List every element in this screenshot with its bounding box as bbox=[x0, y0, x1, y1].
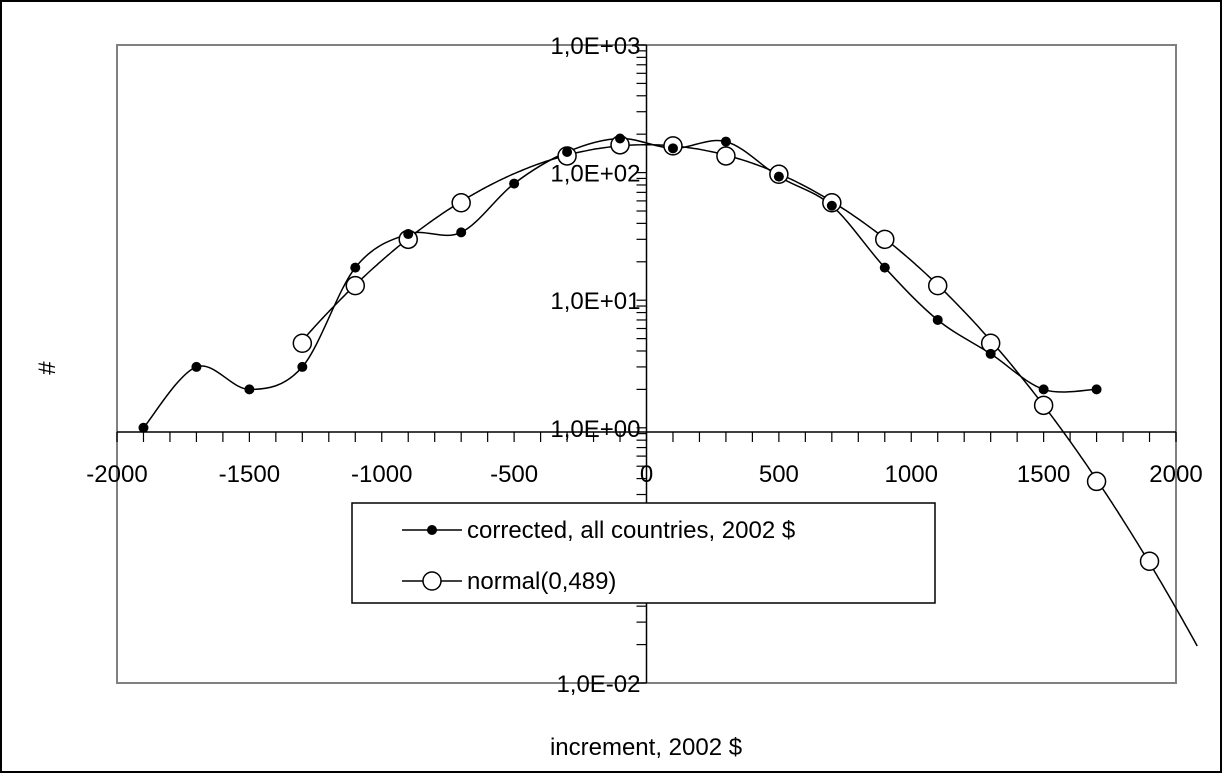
legend-box bbox=[351, 502, 936, 604]
data-point-corrected bbox=[985, 348, 996, 359]
x-tick-label: -2000 bbox=[86, 461, 147, 488]
data-point-corrected bbox=[509, 178, 520, 189]
data-point-normal bbox=[1033, 395, 1054, 416]
data-point-corrected bbox=[1038, 384, 1049, 395]
x-tick-label: 500 bbox=[759, 461, 799, 488]
y-tick-label: 1,0E+00 bbox=[550, 416, 640, 443]
data-point-corrected bbox=[297, 361, 308, 372]
data-point-corrected bbox=[244, 384, 255, 395]
series-layer bbox=[138, 133, 1198, 647]
x-tick-label: -500 bbox=[490, 461, 538, 488]
y-tick-label: 1,0E+03 bbox=[550, 33, 640, 60]
data-point-corrected bbox=[720, 136, 731, 147]
x-tick-label: 0 bbox=[640, 461, 653, 488]
data-point-normal bbox=[292, 333, 313, 353]
data-point-normal bbox=[345, 275, 366, 296]
y-tick-label: 1,0E-02 bbox=[556, 671, 640, 698]
x-tick-label: 1500 bbox=[1017, 461, 1070, 488]
legend-label-normal: normal(0,489) bbox=[467, 568, 616, 595]
data-point-corrected bbox=[403, 229, 414, 240]
data-point-corrected bbox=[562, 147, 573, 158]
x-tick-label: 1000 bbox=[885, 461, 938, 488]
legend-label-corrected: corrected, all countries, 2002 $ bbox=[467, 517, 795, 544]
data-point-corrected bbox=[350, 262, 361, 273]
data-point-corrected bbox=[1091, 384, 1102, 395]
data-point-corrected bbox=[615, 133, 626, 144]
data-point-corrected bbox=[826, 200, 837, 211]
x-tick-label: -1500 bbox=[219, 461, 280, 488]
data-point-normal bbox=[716, 146, 736, 166]
y-tick-label: 1,0E+01 bbox=[550, 288, 640, 315]
axes: -2000 -1500 -1000 -500 0 500 1000 1500 2000 1,0E-… bbox=[86, 33, 1202, 698]
x-tick-label: -1000 bbox=[351, 461, 412, 488]
x-axis-label: increment, 2002 $ bbox=[550, 734, 742, 761]
data-point-normal bbox=[1139, 551, 1160, 571]
data-point-corrected bbox=[138, 422, 149, 433]
data-point-normal bbox=[927, 275, 948, 296]
legend-marker-normal bbox=[422, 571, 442, 591]
data-point-corrected bbox=[932, 314, 943, 325]
data-point-corrected bbox=[191, 361, 202, 372]
legend-marker-corrected bbox=[427, 525, 437, 535]
y-axis-label: # bbox=[34, 361, 61, 375]
data-point-corrected bbox=[456, 227, 467, 238]
data-point-corrected bbox=[773, 171, 784, 182]
data-point-normal bbox=[1086, 471, 1107, 492]
data-point-normal bbox=[875, 229, 895, 250]
data-point-normal bbox=[451, 193, 471, 213]
x-tick-label: 2000 bbox=[1149, 461, 1202, 488]
data-point-corrected bbox=[667, 143, 678, 154]
legend: corrected, all countries, 2002 $ normal(… bbox=[351, 502, 936, 604]
data-point-corrected bbox=[879, 262, 890, 273]
